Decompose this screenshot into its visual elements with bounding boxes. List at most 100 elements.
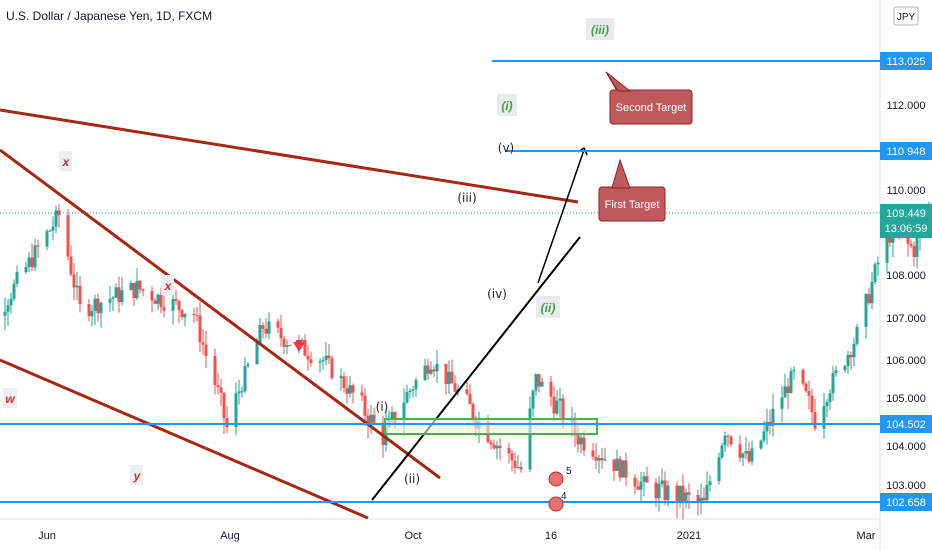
candle-body[interactable] (654, 482, 658, 499)
candle-body[interactable] (729, 436, 733, 445)
candle-body[interactable] (78, 285, 82, 305)
candle-body[interactable] (591, 450, 595, 457)
candle-body[interactable] (192, 313, 196, 315)
candle-body[interactable] (198, 315, 202, 343)
candle-body[interactable] (720, 445, 724, 458)
candle-body[interactable] (687, 492, 691, 495)
candle-body[interactable] (465, 389, 469, 394)
candle-body[interactable] (234, 393, 238, 428)
candle-body[interactable] (810, 395, 814, 413)
candle-body[interactable] (864, 294, 868, 327)
candle-body[interactable] (516, 467, 520, 469)
candle-body[interactable] (912, 245, 916, 258)
candle-body[interactable] (804, 383, 808, 392)
candle-body[interactable] (288, 345, 292, 347)
candle-body[interactable] (447, 371, 451, 384)
candle-body[interactable] (90, 310, 94, 317)
candle-body[interactable] (99, 302, 103, 314)
candle-body[interactable] (423, 365, 427, 381)
candle-body[interactable] (369, 414, 373, 426)
candle-body[interactable] (726, 435, 730, 437)
candle-body[interactable] (303, 339, 307, 356)
candle-body[interactable] (789, 371, 793, 394)
candle-body[interactable] (873, 264, 877, 282)
candle-body[interactable] (159, 294, 163, 308)
candle-body[interactable] (240, 391, 244, 393)
candle-body[interactable] (33, 245, 37, 268)
candle-body[interactable] (528, 408, 532, 470)
candle-body[interactable] (279, 327, 283, 339)
candle-body[interactable] (870, 281, 874, 304)
candle-body[interactable] (111, 297, 115, 300)
candle-body[interactable] (702, 497, 706, 501)
candle-body[interactable] (663, 480, 667, 501)
label-x-2[interactable]: x (161, 275, 174, 295)
candle-body[interactable] (246, 364, 250, 366)
candle-body[interactable] (801, 369, 805, 384)
candle-body[interactable] (51, 226, 55, 231)
candle-body[interactable] (885, 226, 889, 263)
candle-body[interactable] (201, 342, 205, 345)
candle-body[interactable] (180, 309, 184, 318)
candle-body[interactable] (27, 257, 31, 268)
candle-body[interactable] (213, 355, 217, 386)
candle-body[interactable] (708, 481, 712, 485)
candle-body[interactable] (108, 299, 112, 303)
candle-body[interactable] (117, 287, 121, 303)
candle-body[interactable] (372, 414, 376, 423)
candle-body[interactable] (57, 210, 61, 216)
price-scale[interactable] (880, 0, 932, 550)
candle-body[interactable] (345, 388, 349, 394)
candle-body[interactable] (432, 369, 436, 372)
candle-body[interactable] (636, 486, 640, 490)
candle-body[interactable] (621, 460, 625, 478)
candle-body[interactable] (705, 484, 709, 501)
candle-body[interactable] (831, 373, 835, 394)
candle-body[interactable] (639, 481, 643, 490)
candle-body[interactable] (45, 231, 49, 247)
candle-body[interactable] (537, 374, 541, 387)
candle-body[interactable] (513, 460, 517, 468)
candle-body[interactable] (402, 402, 406, 423)
candle-body[interactable] (72, 274, 76, 288)
candle-body[interactable] (429, 369, 433, 374)
candle-body[interactable] (531, 390, 535, 409)
projection-arrow-line[interactable] (537, 149, 585, 284)
candle-body[interactable] (156, 294, 160, 304)
candle-body[interactable] (225, 418, 229, 428)
candle-body[interactable] (744, 451, 748, 454)
candle-body[interactable] (750, 448, 754, 462)
candle-body[interactable] (237, 391, 241, 394)
candle-body[interactable] (552, 396, 556, 414)
candle-body[interactable] (576, 435, 580, 445)
candle-body[interactable] (747, 451, 751, 462)
candle-body[interactable] (507, 447, 511, 454)
candle-body[interactable] (855, 326, 859, 344)
candle-body[interactable] (825, 402, 829, 407)
candle-body[interactable] (363, 395, 367, 416)
candle-body[interactable] (822, 406, 826, 429)
candle-body[interactable] (162, 307, 166, 311)
candle-body[interactable] (141, 289, 145, 291)
candle-body[interactable] (414, 380, 418, 390)
candle-body[interactable] (54, 210, 58, 227)
candle-body[interactable] (129, 283, 133, 291)
candle-body[interactable] (786, 386, 790, 394)
candle-body[interactable] (633, 477, 637, 487)
candle-body[interactable] (846, 354, 850, 367)
candle-body[interactable] (327, 355, 331, 359)
candle-body[interactable] (204, 344, 208, 356)
candle-body[interactable] (258, 325, 262, 343)
label-w[interactable]: w (3, 388, 17, 408)
candle-body[interactable] (867, 294, 871, 304)
candle-body[interactable] (450, 371, 454, 384)
candle-body[interactable] (87, 304, 91, 317)
label-green-iii[interactable]: (iii) (586, 18, 614, 40)
event-flag-icon-2[interactable]: 4 (548, 491, 567, 512)
candle-body[interactable] (285, 345, 289, 347)
candle-body[interactable] (657, 483, 661, 499)
candle-body[interactable] (9, 298, 13, 306)
candle-body[interactable] (342, 376, 346, 389)
candle-body[interactable] (738, 444, 742, 458)
candle-body[interactable] (780, 397, 784, 409)
